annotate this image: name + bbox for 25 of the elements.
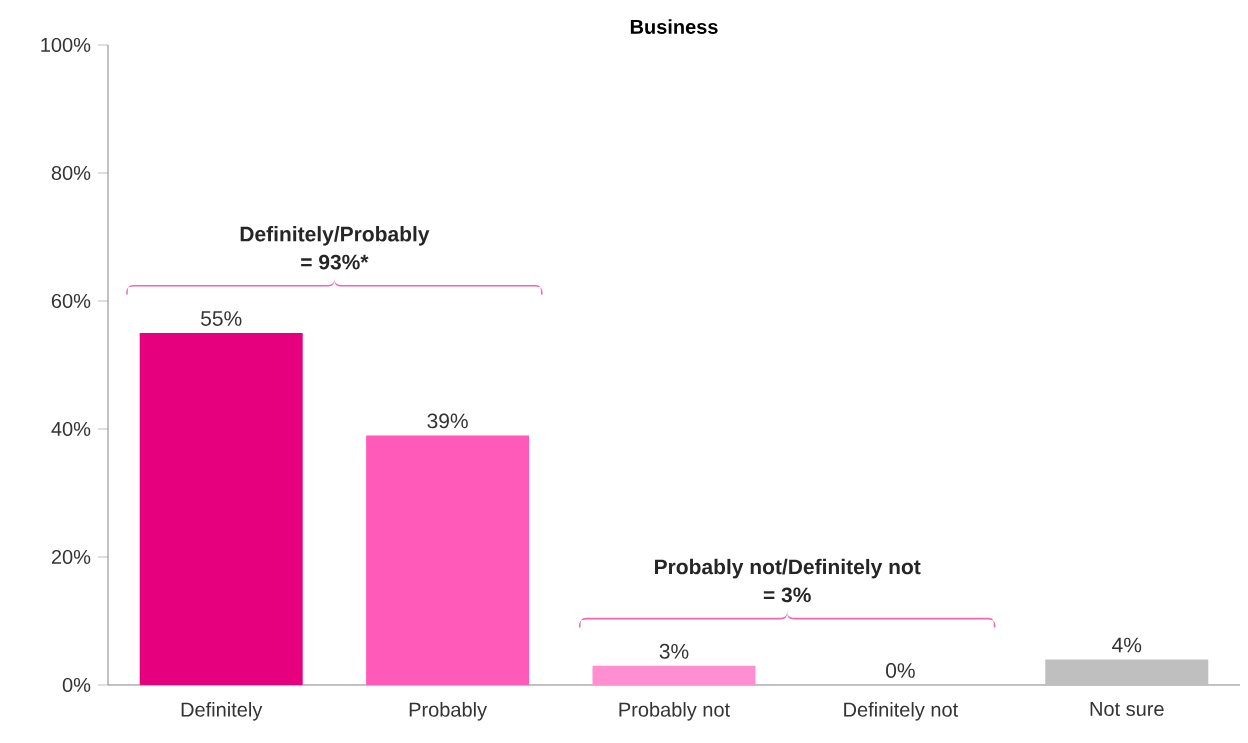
y-tick-label: 0% bbox=[62, 677, 91, 693]
data-label: 0% bbox=[886, 663, 915, 678]
bar bbox=[592, 665, 756, 685]
x-tick-label: Definitely not bbox=[844, 702, 959, 721]
y-tick-label: 20% bbox=[51, 549, 91, 565]
annotation: = 93%* bbox=[301, 254, 369, 270]
x-tick-label: Definitely bbox=[181, 702, 263, 721]
bar bbox=[366, 435, 530, 685]
chart-title: Business bbox=[630, 19, 718, 34]
x-tick-label: Probably bbox=[409, 702, 488, 721]
bar bbox=[1045, 659, 1209, 685]
data-label: 4% bbox=[1112, 637, 1142, 653]
annotation: Probably not/Definitely not bbox=[655, 558, 921, 579]
y-tick-label: 40% bbox=[51, 421, 91, 437]
y-tick-label: 80% bbox=[51, 165, 91, 181]
x-tick-label: Not sure bbox=[1090, 702, 1164, 716]
annotation: Definitely/Probably bbox=[240, 226, 430, 246]
y-tick-label: 60% bbox=[51, 293, 91, 309]
bar bbox=[139, 332, 303, 685]
data-label: 55% bbox=[201, 311, 242, 326]
x-tick-label: Probably not bbox=[619, 702, 730, 721]
annotation: = 3% bbox=[763, 587, 811, 603]
y-tick-label: 100% bbox=[41, 37, 91, 53]
data-label: 39% bbox=[427, 413, 468, 429]
data-label: 3% bbox=[659, 643, 689, 659]
